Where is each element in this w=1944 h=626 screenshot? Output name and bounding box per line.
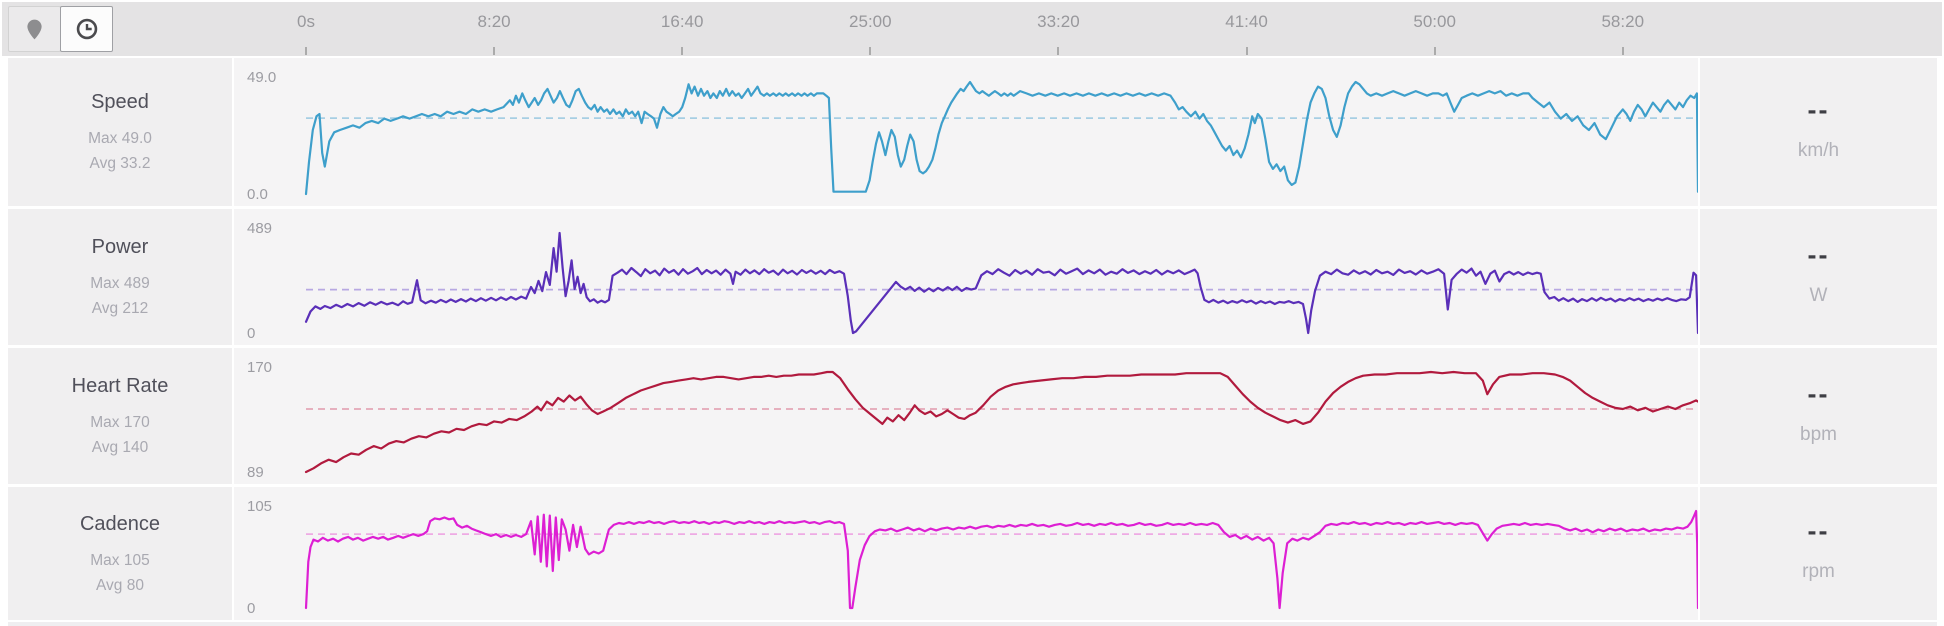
cadence-value-panel: -- rpm: [1700, 487, 1937, 620]
time-tick-mark: [1621, 47, 1624, 55]
time-mode-button[interactable]: [60, 6, 113, 52]
heart-rate-value-panel: -- bpm: [1700, 348, 1937, 484]
time-tick-label: 50:00: [1413, 12, 1456, 31]
unit-label: rpm: [1802, 561, 1835, 582]
metric-max: Max 170: [90, 414, 150, 431]
power-label-panel: Power Max 489 Avg 212: [8, 209, 232, 345]
time-tick-mark: [493, 47, 496, 55]
unit-label: km/h: [1797, 139, 1840, 161]
time-tick-label: 16:40: [660, 12, 704, 31]
heart-rate-plot-panel: 170 89: [234, 348, 1698, 484]
distance-mode-button[interactable]: [8, 6, 61, 52]
speed-label-panel: Speed Max 49.0 Avg 33.2: [8, 58, 232, 206]
power-line: [304, 231, 1698, 335]
current-value: --: [1807, 239, 1830, 270]
time-tick-mark: [1245, 47, 1248, 55]
heart-rate-line: [304, 370, 1698, 474]
y-axis-max-label: 105: [247, 498, 273, 515]
speed-line: [304, 80, 1698, 196]
power-plot-panel: 489 0: [234, 209, 1698, 345]
time-tick-label: 0s: [297, 12, 315, 31]
metric-title: Power: [91, 236, 149, 258]
metric-max: Max 489: [90, 275, 150, 292]
current-value: --: [1807, 94, 1830, 125]
metric-max: Max 49.0: [88, 130, 152, 147]
next-row-cutoff: [8, 622, 1937, 626]
time-axis-header: 0s 8:20 16:40 25:00 33:20 41:40 50:00 58:20: [2, 2, 1942, 56]
cadence-chart[interactable]: [234, 487, 1698, 620]
cadence-plot-panel: 105 0: [234, 487, 1698, 620]
metric-row-speed: Speed Max 49.0 Avg 33.2 49.0 0.0 -- km/h: [8, 58, 1937, 206]
metric-row-heart-rate: Heart Rate Max 170 Avg 140 170 89 -- bpm: [8, 348, 1937, 484]
heart-rate-chart[interactable]: [234, 348, 1698, 484]
metric-max: Max 105: [90, 551, 150, 569]
speed-plot-panel: 49.0 0.0: [234, 58, 1698, 206]
metric-rows: Speed Max 49.0 Avg 33.2 49.0 0.0 -- km/h…: [8, 58, 1937, 623]
y-axis-max-label: 170: [247, 359, 273, 376]
power-value-panel: -- W: [1700, 209, 1937, 345]
unit-label: bpm: [1800, 423, 1837, 445]
time-tick-mark: [305, 47, 307, 55]
heart-rate-label-panel: Heart Rate Max 170 Avg 140: [8, 348, 232, 484]
metric-title: Cadence: [79, 512, 161, 535]
y-axis-min-label: 0: [247, 325, 256, 342]
y-axis-min-label: 0.0: [247, 186, 268, 203]
speed-chart[interactable]: [234, 58, 1698, 206]
metric-title: Heart Rate: [71, 375, 169, 397]
y-axis-max-label: 49.0: [247, 69, 277, 86]
metric-avg: Avg 80: [96, 576, 144, 594]
time-tick-label: 33:20: [1037, 12, 1080, 31]
current-value: --: [1807, 378, 1830, 409]
y-axis-max-label: 489: [247, 220, 273, 237]
y-axis-min-label: 89: [247, 464, 264, 481]
time-tick-label: 41:40: [1225, 12, 1268, 31]
unit-label: W: [1809, 284, 1828, 306]
speed-value-panel: -- km/h: [1700, 58, 1937, 206]
metric-avg: Avg 33.2: [89, 155, 151, 172]
time-tick-mark: [681, 47, 684, 55]
time-tick-mark: [1433, 47, 1436, 55]
cadence-label-panel: Cadence Max 105 Avg 80: [8, 487, 232, 620]
metric-row-power: Power Max 489 Avg 212 489 0 -- W: [8, 209, 1937, 345]
metric-title: Speed: [91, 91, 149, 113]
time-tick-label: 25:00: [849, 12, 892, 31]
metric-avg: Avg 140: [91, 439, 149, 456]
time-tick-label: 8:20: [477, 12, 511, 31]
current-value: --: [1807, 516, 1830, 546]
chart-mode-toggle: [8, 6, 113, 52]
map-pin-icon: [27, 19, 42, 39]
clock-icon: [76, 18, 97, 40]
metric-avg: Avg 212: [91, 300, 149, 317]
time-tick-mark: [869, 47, 872, 55]
cadence-line: [304, 509, 1698, 610]
metric-row-cadence: Cadence Max 105 Avg 80 105 0 -- rpm: [8, 487, 1937, 620]
power-chart[interactable]: [234, 209, 1698, 345]
y-axis-min-label: 0: [247, 600, 256, 617]
time-tick-label: 58:20: [1601, 12, 1645, 31]
time-tick-mark: [1057, 47, 1060, 55]
